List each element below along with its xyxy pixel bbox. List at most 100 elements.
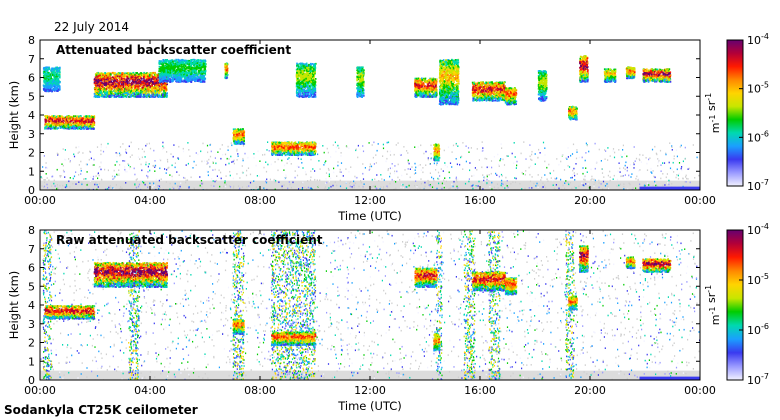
cloud-layer [271,331,317,347]
y-tick-label: 4 [28,299,35,312]
colorbar-top: 10-7 10-6 10-5 10-4 m-1 sr-1 [704,32,769,193]
cloud-layer [625,256,636,270]
panel-raw-attenuated-backscatter: 0 1 2 3 4 5 6 7 8 00:00 04:00 08:00 12:00 16:00 20:00 0… [7,224,716,413]
colorbar-tick-label: 10-5 [747,81,769,96]
x-tick-label: 12:00 [354,384,386,397]
y-tick-label: 5 [28,90,35,103]
x-tick-label: 08:00 [244,384,276,397]
colorbar-unit-label: m-1 sr-1 [704,93,722,133]
instrument-label: Sodankyla CT25K ceilometer [4,403,198,417]
cloud-layer [356,66,365,98]
cloud-layer [433,333,441,352]
colorbar-tick-label: 10-6 [747,129,769,144]
y-tick-label: 3 [28,128,35,141]
y-axis-label: Height (km) [7,81,21,150]
surface-band [40,370,700,380]
cloud-layer [568,295,578,311]
cloud-layer [579,55,589,83]
dense-column [488,231,501,380]
cloud-layer [568,105,578,121]
cloud-layer [537,70,548,102]
x-tick-label: 04:00 [134,194,166,207]
cloud-layer [579,245,589,273]
y-tick-label: 2 [28,337,35,350]
y-tick-label: 0 [28,374,35,387]
x-tick-label: 12:00 [354,194,386,207]
y-tick-label: 2 [28,147,35,160]
cloud-layer [642,68,672,83]
y-tick-label: 6 [28,262,35,275]
y-tick-label: 4 [28,109,35,122]
cloud-layer [44,305,96,320]
colorbar-unit-label: m-1 sr-1 [704,285,722,325]
dense-column [128,230,141,380]
cloud-layer [603,68,617,83]
y-tick-label: 5 [28,280,35,293]
x-tick-label: 04:00 [134,384,166,397]
cloud-layer [433,143,441,162]
panel-title: Attenuated backscatter coefficient [56,43,291,57]
date-label: 22 July 2014 [54,20,129,34]
y-tick-label: 0 [28,184,35,197]
x-tick-label: 00:00 [684,384,716,397]
noise-speckle [40,141,700,190]
surface-band [40,180,700,190]
y-tick-label: 7 [28,53,35,66]
cloud-layer [471,271,507,292]
x-tick-label: 20:00 [574,384,606,397]
x-tick-label: 00:00 [684,194,716,207]
cloud-layer [414,267,438,288]
y-tick-label: 7 [28,243,35,256]
cloud-layer [224,62,229,80]
y-tick-label: 8 [28,34,35,47]
cloud-layer [93,71,169,98]
cloud-layer [642,258,672,273]
cloud-layer [471,81,507,102]
cloud-layer [42,66,61,93]
x-tick-label: 20:00 [574,194,606,207]
cloud-layer [438,58,460,106]
dense-column [42,230,53,380]
dense-column [463,230,476,380]
x-tick-label: 00:00 [24,194,56,207]
y-tick-label: 1 [28,355,35,368]
heatmap-area [40,230,700,380]
y-tick-label: 3 [28,318,35,331]
cloud-layer [295,62,317,98]
dense-column [232,230,245,380]
cloud-layer [232,128,246,145]
cloud-layer [625,66,636,80]
colorbar-tick-label: 10-4 [747,32,769,47]
colorbar-tick-label: 10-5 [747,272,769,287]
cloud-layer [44,115,96,130]
x-tick-label: 16:00 [464,384,496,397]
cloud-layer [504,87,518,106]
y-axis-label: Height (km) [7,271,21,340]
x-tick-label: 16:00 [464,194,496,207]
x-tick-label: 00:00 [24,384,56,397]
panel-title: Raw attenuated backscatter coefficient [56,233,323,247]
panel-attenuated-backscatter: 0 1 2 3 4 5 6 7 8 00:00 04:00 08:00 12:00 16:00 20:00 0… [7,34,716,223]
dense-column [436,230,443,380]
cloud-layer [93,261,169,288]
colorbar-tick-label: 10-7 [747,372,769,387]
heatmap-area [40,55,700,190]
colorbar-bottom: 10-7 10-6 10-5 10-4 m-1 sr-1 [704,222,769,387]
cloud-layer [232,318,245,335]
dense-column [271,230,317,380]
x-axis-label: Time (UTC) [337,209,402,223]
cloud-layer [271,141,317,157]
colorbar-tick-label: 10-4 [747,222,769,237]
noise-speckle [40,230,700,380]
colorbar-gradient [726,229,744,381]
x-axis-label: Time (UTC) [337,399,402,413]
dense-column [565,230,575,379]
cloud-layer [414,77,438,98]
x-tick-label: 08:00 [244,194,276,207]
colorbar-gradient [726,39,744,187]
cloud-layer [504,277,518,296]
cloud-layer [158,58,207,83]
colorbar-tick-label: 10-6 [747,322,769,337]
y-tick-label: 1 [28,165,35,178]
